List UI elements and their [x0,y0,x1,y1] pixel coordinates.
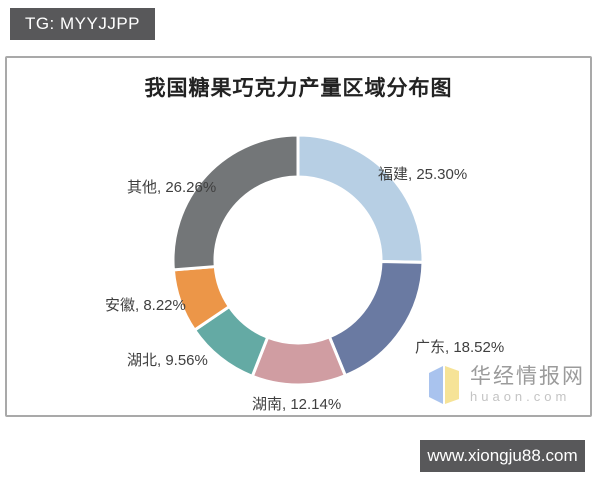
slice-label-fujian: 福建, 25.30% [378,166,468,183]
huaon-logo-icon [429,366,459,404]
watermark-site-name: 华经情报网 [470,365,585,388]
watermark: 华经情报网 huaon.com [428,365,585,405]
tg-promo-badge: TG: MYYJJPP [10,8,155,40]
site-url-bar: www.xiongju88.com [420,440,585,472]
logo-left-page [429,366,443,404]
slice-label-hunan: 湖南, 12.14% [252,396,342,413]
watermark-site-url: huaon.com [470,389,571,404]
chart-title: 我国糖果巧克力产量区域分布图 [144,76,453,100]
tg-promo-text: TG: MYYJJPP [24,14,141,33]
logo-right-page [445,366,459,404]
slice-label-guangdong: 广东, 18.52% [415,339,505,356]
slice-label-hubei: 湖北, 9.56% [127,352,208,369]
site-url-text: www.xiongju88.com [427,446,578,465]
watermark-text: 华经情报网 huaon.com [470,365,585,405]
chart-frame: 我国糖果巧克力产量区域分布图 [5,56,592,417]
slice-label-qita: 其他, 26.26% [127,179,217,196]
slice-label-anhui: 安徽, 8.22% [105,297,186,314]
